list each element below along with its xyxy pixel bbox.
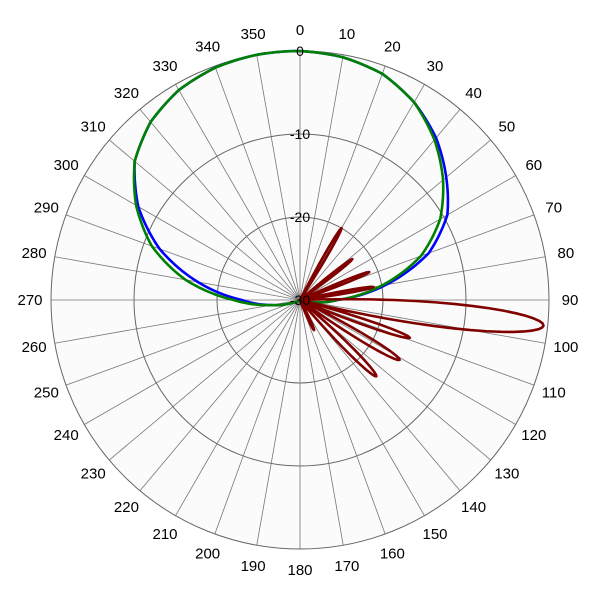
angle-tick-label: 140 bbox=[461, 499, 486, 516]
angle-tick-label: 260 bbox=[22, 339, 47, 356]
angle-spoke bbox=[299, 108, 461, 301]
angle-spoke bbox=[299, 299, 386, 535]
angle-tick-label: 230 bbox=[81, 466, 106, 483]
angle-spoke bbox=[299, 299, 516, 425]
series-3-line bbox=[298, 226, 545, 378]
angle-spoke bbox=[65, 299, 301, 386]
angle-spoke bbox=[139, 299, 301, 492]
angle-tick-label: 10 bbox=[339, 26, 356, 43]
angle-tick-label: 330 bbox=[152, 58, 177, 75]
angle-spoke bbox=[299, 299, 535, 386]
angle-spoke bbox=[65, 214, 301, 301]
angle-tick-label: 70 bbox=[545, 200, 562, 217]
angle-tick-labels: 0 10 20 30 40 50 60 70 80 90 100 110 120 130 140 150 160… bbox=[17, 22, 578, 579]
angle-spoke bbox=[299, 175, 516, 301]
angle-spoke bbox=[299, 299, 344, 546]
angle-spoke bbox=[299, 65, 386, 301]
series-layer bbox=[132, 49, 545, 378]
angle-tick-label: 160 bbox=[380, 546, 405, 563]
angle-spoke bbox=[175, 84, 301, 301]
radial-tick-label: -30 bbox=[290, 292, 310, 308]
angle-tick-label: 120 bbox=[521, 427, 546, 444]
angle-tick-label: 0 bbox=[296, 22, 304, 39]
angle-tick-label: 280 bbox=[22, 245, 47, 262]
angle-spoke bbox=[175, 299, 301, 516]
angle-tick-label: 350 bbox=[241, 26, 266, 43]
angle-tick-label: 180 bbox=[287, 562, 312, 579]
radial-tick-labels: 0 -10 -20 -30 bbox=[290, 43, 310, 308]
angle-spoke bbox=[299, 54, 344, 301]
angle-tick-label: 300 bbox=[54, 157, 79, 174]
angle-spoke bbox=[139, 108, 301, 301]
angle-spoke bbox=[84, 299, 301, 425]
angle-spoke bbox=[256, 54, 301, 301]
angle-spoke bbox=[214, 65, 301, 301]
angle-spoke bbox=[54, 299, 301, 344]
angle-tick-label: 190 bbox=[241, 558, 266, 575]
angle-tick-label: 210 bbox=[152, 526, 177, 543]
radial-tick-label: -10 bbox=[290, 126, 310, 142]
angle-tick-label: 80 bbox=[558, 245, 575, 262]
angle-spoke bbox=[108, 299, 301, 461]
angle-tick-label: 200 bbox=[195, 546, 220, 563]
angle-spoke bbox=[108, 139, 301, 301]
angle-spoke bbox=[54, 256, 301, 301]
angle-tick-label: 290 bbox=[34, 200, 59, 217]
angle-spoke bbox=[299, 299, 546, 344]
radial-tick-label: -20 bbox=[290, 209, 310, 225]
radial-tick-label: 0 bbox=[296, 43, 304, 59]
angle-spoke bbox=[256, 299, 301, 546]
angle-tick-label: 90 bbox=[562, 292, 579, 309]
angle-tick-label: 150 bbox=[422, 526, 447, 543]
angle-tick-label: 340 bbox=[195, 38, 220, 55]
angle-tick-label: 40 bbox=[465, 85, 482, 102]
angle-tick-label: 100 bbox=[553, 339, 578, 356]
angle-spoke bbox=[299, 256, 546, 301]
angle-spoke bbox=[299, 299, 425, 516]
angle-spoke bbox=[84, 175, 301, 301]
angle-spoke bbox=[214, 299, 301, 535]
angle-tick-label: 20 bbox=[384, 38, 401, 55]
angle-tick-label: 50 bbox=[498, 118, 515, 135]
angle-tick-label: 60 bbox=[525, 157, 542, 174]
angle-tick-label: 30 bbox=[427, 58, 444, 75]
angle-tick-label: 250 bbox=[34, 384, 59, 401]
angle-tick-label: 240 bbox=[54, 427, 79, 444]
angle-tick-label: 320 bbox=[114, 85, 139, 102]
angle-tick-label: 170 bbox=[334, 558, 359, 575]
angle-tick-label: 220 bbox=[114, 499, 139, 516]
angle-tick-label: 270 bbox=[17, 292, 42, 309]
angle-tick-label: 130 bbox=[494, 466, 519, 483]
angle-spoke bbox=[299, 84, 425, 301]
angle-tick-label: 110 bbox=[542, 384, 566, 401]
angle-tick-label: 310 bbox=[81, 118, 106, 135]
